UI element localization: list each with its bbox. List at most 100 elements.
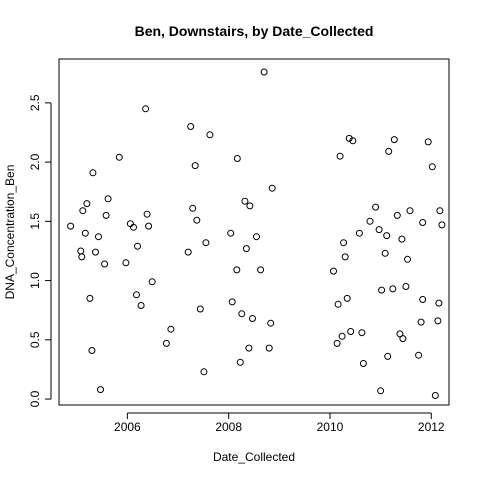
data-point [417,318,425,326]
data-point [341,253,349,261]
data-point [148,278,156,286]
data-point [143,210,151,218]
data-point [378,286,386,294]
data-point [92,248,99,256]
data-point [436,207,444,215]
data-point [267,319,275,327]
data-point [137,302,145,309]
data-point [97,386,104,394]
x-tick-label: 2006 [114,420,141,434]
data-point [200,368,208,376]
data-point [122,259,130,267]
data-point [238,310,246,318]
data-point [134,242,141,250]
data-point [384,352,392,360]
data-point [162,339,170,347]
data-point [233,155,241,162]
data-point [233,266,241,274]
data-point [241,197,249,205]
x-axis-label: Date_Collected [213,450,295,464]
data-point [424,138,432,146]
y-tick-label: 0.5 [28,331,42,348]
data-point [246,202,254,210]
data-point [343,294,351,302]
data-point [381,249,389,257]
data-point [435,299,443,307]
data-point [191,162,199,170]
data-point [372,203,380,211]
y-tick-label: 1.5 [28,213,42,230]
data-point [228,298,236,306]
y-axis: 0.0 0.5 1.0 1.5 2.0 2.5 [28,94,52,407]
data-point [406,207,414,215]
y-tick-label: 1.0 [28,272,42,289]
data-point [347,328,355,335]
data-point [236,358,244,366]
y-tick-label: 2.5 [28,94,42,111]
data-point [415,351,423,359]
data-point [260,68,268,76]
data-point [359,360,367,367]
data-point [431,392,439,399]
data-point [145,222,153,230]
data-point [253,233,260,241]
data-point [268,184,276,192]
data-point [202,239,210,247]
data-points [67,68,446,399]
data-point [193,216,201,224]
data-point [133,291,140,299]
data-point [333,339,341,347]
x-tick-label: 2010 [317,420,344,434]
data-point [438,221,446,229]
x-tick-label: 2012 [418,420,445,434]
data-point [377,387,385,395]
data-point [390,136,398,144]
y-tick-label: 2.0 [28,153,42,170]
data-point [404,255,411,263]
data-point [78,253,86,261]
data-point [419,296,427,303]
data-point [330,267,337,275]
data-point [187,123,195,130]
data-point [83,200,91,208]
data-point [434,317,442,325]
data-point [257,266,265,274]
y-tick-label: 0.0 [28,390,42,407]
data-point [89,169,97,177]
x-axis: 2006 2008 2010 2012 [114,412,445,434]
data-point [383,232,391,240]
data-point [340,239,348,247]
data-point [130,223,137,231]
data-point [393,211,401,219]
data-point [385,147,393,155]
data-point [86,294,94,302]
data-point [375,226,383,234]
data-point [245,344,253,352]
data-point [366,217,374,225]
data-point [242,245,250,253]
data-point [345,134,353,142]
data-point [349,137,357,145]
data-point [142,105,150,113]
data-point [334,300,342,308]
data-point [77,247,85,255]
data-point [206,131,214,139]
y-axis-label: DNA_Concentration_Ben [3,165,17,300]
data-point [249,315,256,322]
data-point [81,229,89,237]
data-point [399,335,407,343]
data-point [104,195,112,203]
data-point [419,219,427,226]
data-point [79,207,87,215]
data-point [402,283,410,290]
plot-frame [58,58,450,406]
data-point [196,305,204,313]
data-point [358,329,366,337]
data-point [115,153,123,161]
data-point [227,229,235,237]
data-point [102,211,110,219]
data-point [398,235,406,243]
data-point [265,344,273,352]
data-point [95,233,102,241]
